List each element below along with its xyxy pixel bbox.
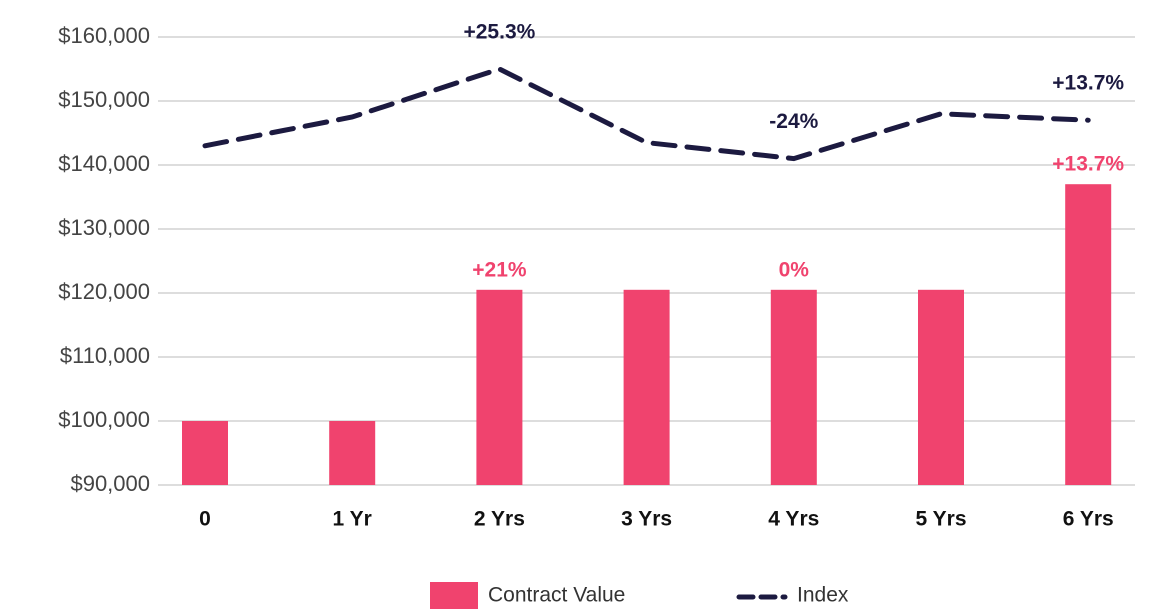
legend-label: Index [797,584,849,607]
y-tick-label: $110,000 [60,343,150,368]
data-label: 0% [779,258,810,281]
y-tick-label: $120,000 [58,279,150,304]
data-label: +13.7% [1052,153,1124,176]
data-label: +25.3% [463,21,535,44]
y-tick-label: $100,000 [58,407,150,432]
y-tick-label: $140,000 [58,151,150,176]
x-tick-label: 3 Yrs [621,508,672,531]
bar [476,289,523,485]
x-tick-label: 2 Yrs [474,508,525,531]
y-tick-label: $90,000 [70,471,150,496]
data-label: +13.7% [1052,72,1124,95]
y-tick-label: $150,000 [58,87,150,112]
legend-label: Contract Value [488,584,625,607]
bar [623,289,670,485]
x-tick-label: 6 Yrs [1063,508,1114,531]
bar [770,289,817,485]
data-label: +21% [472,258,527,281]
legend-swatch [430,582,478,609]
x-tick-label: 1 Yr [333,508,372,531]
index-line [202,66,1091,162]
y-tick-label: $130,000 [58,215,150,240]
x-tick-label: 0 [199,508,211,531]
bar [182,421,228,485]
bar [329,421,376,485]
x-tick-label: 5 Yrs [916,508,967,531]
bar [1065,184,1112,485]
y-tick-label: $160,000 [58,23,150,48]
x-tick-label: 4 Yrs [768,508,819,531]
data-label: -24% [769,110,818,133]
bar [918,289,964,485]
